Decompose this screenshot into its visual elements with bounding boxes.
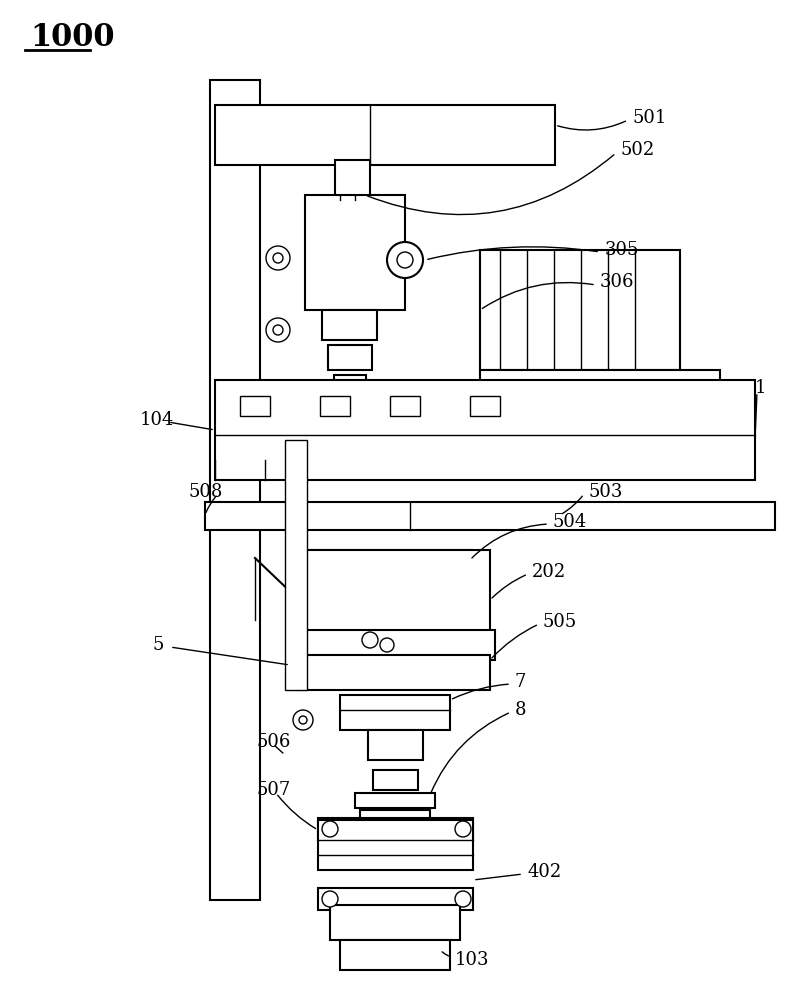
Bar	[320, 396, 350, 416]
Circle shape	[293, 710, 313, 730]
Text: 503: 503	[588, 483, 623, 501]
Bar	[322, 310, 377, 340]
Bar	[305, 195, 405, 310]
Text: 501: 501	[632, 109, 666, 127]
Bar	[285, 440, 307, 690]
Bar	[335, 160, 370, 200]
Bar	[368, 730, 423, 760]
Bar	[215, 380, 755, 480]
Text: 502: 502	[620, 141, 654, 159]
Bar	[210, 80, 260, 900]
Bar	[470, 396, 500, 416]
Text: 8: 8	[515, 701, 527, 719]
Bar	[318, 818, 473, 840]
Bar	[480, 370, 720, 390]
Circle shape	[273, 253, 283, 263]
Bar	[310, 550, 470, 590]
Text: 104: 104	[140, 411, 174, 429]
Bar	[290, 630, 495, 660]
Bar	[328, 345, 372, 370]
Bar	[295, 655, 490, 690]
Text: 7: 7	[515, 673, 527, 691]
Bar	[240, 396, 270, 416]
Circle shape	[387, 242, 423, 278]
Bar	[355, 793, 435, 808]
Text: 402: 402	[527, 863, 561, 881]
Text: 506: 506	[257, 733, 291, 751]
Circle shape	[397, 252, 413, 268]
Circle shape	[380, 638, 394, 652]
Bar	[318, 888, 473, 910]
Text: 1: 1	[755, 379, 767, 397]
Bar	[340, 695, 450, 730]
Text: 507: 507	[257, 781, 291, 799]
Bar	[205, 502, 775, 530]
Bar	[340, 940, 450, 970]
Circle shape	[322, 821, 338, 837]
Text: 103: 103	[455, 951, 489, 969]
Circle shape	[299, 716, 307, 724]
Bar	[295, 550, 490, 640]
Text: 1000: 1000	[30, 22, 114, 53]
Circle shape	[455, 891, 471, 907]
Text: 306: 306	[600, 273, 634, 291]
Text: 5: 5	[152, 636, 163, 654]
Text: 305: 305	[605, 241, 639, 259]
Bar	[215, 105, 555, 165]
Bar	[318, 820, 473, 870]
Circle shape	[273, 325, 283, 335]
Text: 202: 202	[532, 563, 566, 581]
Bar	[373, 770, 418, 790]
Bar	[480, 250, 680, 370]
Circle shape	[266, 246, 290, 270]
Circle shape	[322, 891, 338, 907]
Text: 508: 508	[188, 483, 222, 501]
Bar	[390, 396, 420, 416]
Circle shape	[455, 821, 471, 837]
Text: 504: 504	[553, 513, 588, 531]
Circle shape	[362, 632, 378, 648]
Circle shape	[266, 318, 290, 342]
Bar	[330, 905, 460, 940]
Bar	[334, 375, 366, 395]
Bar	[360, 810, 430, 820]
Text: 505: 505	[543, 613, 577, 631]
